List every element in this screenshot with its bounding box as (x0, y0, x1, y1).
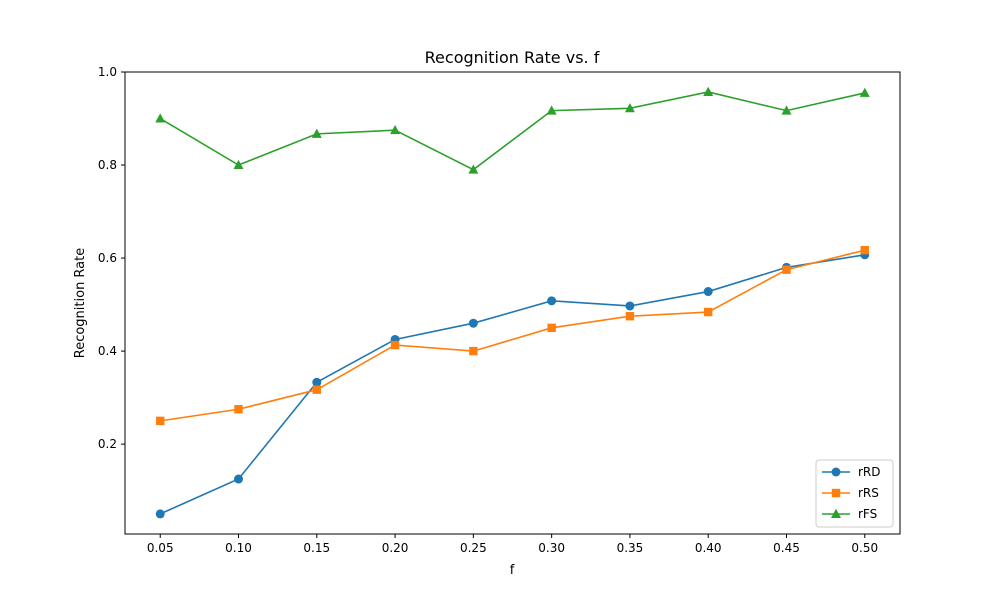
data-point-rRS (234, 405, 243, 414)
data-point-rRS (625, 312, 635, 321)
data-point-rRS (547, 323, 556, 333)
plot-frame (124, 71, 901, 535)
data-point-rRD (312, 377, 322, 387)
data-point-rRS (390, 340, 400, 350)
x-tick-label: 0.05 (147, 541, 174, 555)
data-point-rFS (781, 105, 792, 115)
data-point-rRS (782, 265, 791, 274)
legend-entry-rRS: rRS (822, 486, 879, 500)
y-tick-label: 0.4 (98, 344, 117, 358)
x-axis-label: f (510, 563, 515, 578)
legend-label: rRD (858, 465, 881, 479)
legend-label: rRS (858, 486, 879, 500)
series-line-rRD (159, 254, 865, 515)
x-tick-label: 0.35 (617, 541, 644, 555)
axes: 0.05 0.10 0.15 0.20 0.25 0.30 0.35 0.40 0.45 0.50… (98, 65, 878, 555)
data-point-rFS (624, 103, 635, 113)
series-line-rRS (160, 249, 865, 422)
data-point-rRD (155, 509, 165, 519)
x-tick-label: 0.50 (851, 541, 878, 555)
x-tick-label: 0.45 (773, 541, 800, 555)
x-tick-label: 0.25 (460, 541, 487, 555)
series-rRS (156, 245, 869, 426)
data-point-rRD (625, 301, 635, 311)
legend-marker (831, 488, 841, 498)
data-point-rRS (704, 307, 713, 317)
x-tick-label: 0.40 (695, 541, 722, 555)
data-point-rRS (312, 385, 321, 394)
x-tick-label: 0.15 (303, 541, 330, 555)
data-point-rFS (233, 159, 244, 170)
chart-title: Recognition Rate vs. f (425, 48, 600, 67)
x-tick-label: 0.30 (538, 541, 565, 555)
data-point-rRD (703, 287, 713, 297)
y-tick-label: 0.8 (98, 158, 117, 172)
data-point-rFS (311, 128, 322, 138)
data-point-rRS (860, 245, 869, 255)
legend-marker (831, 467, 841, 477)
y-tick-label: 0.2 (98, 437, 117, 451)
data-point-rFS (859, 87, 870, 97)
data-point-rFS (703, 86, 714, 97)
legend: rRD rRS rFS (815, 459, 894, 528)
x-tick-label: 0.20 (382, 541, 409, 555)
data-point-rRD (468, 318, 478, 328)
legend-marker (831, 508, 841, 518)
data-point-rRS (469, 346, 478, 356)
y-axis-label: Recognition Rate (73, 248, 88, 359)
data-point-rFS (155, 113, 166, 123)
data-point-rRS (156, 416, 165, 426)
series-rFS (155, 86, 870, 174)
data-point-rFS (468, 164, 479, 174)
legend-entry-rFS: rFS (822, 507, 877, 521)
y-tick-label: 0.6 (98, 251, 117, 265)
legend-entry-rRD: rRD (822, 465, 881, 479)
data-point-rFS (546, 105, 557, 115)
x-tick-label: 0.10 (225, 541, 252, 555)
plot-area (155, 86, 870, 519)
data-point-rRD (234, 474, 244, 484)
legend-label: rFS (858, 507, 877, 521)
series-line-rFS (159, 91, 865, 171)
data-point-rFS (390, 124, 401, 135)
y-tick-label: 1.0 (98, 65, 117, 79)
data-point-rRD (547, 296, 557, 306)
